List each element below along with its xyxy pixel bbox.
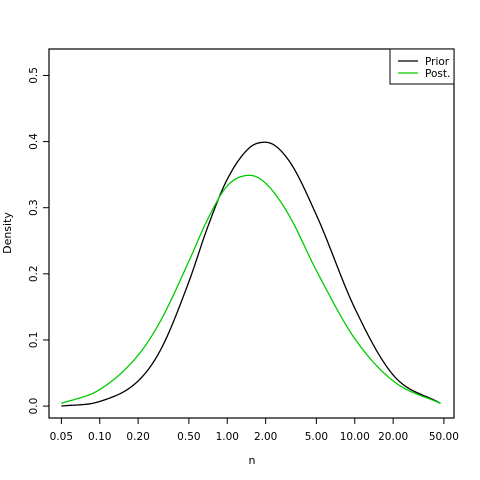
x-tick-label: 0.05 xyxy=(50,431,73,443)
y-tick-label: 0.3 xyxy=(28,199,40,216)
series-line-2 xyxy=(61,174,441,405)
x-axis: 0.05 0.10 0.20 0.50 1.00 2.00 5.00 10.00 20.00 50… xyxy=(50,418,459,443)
x-tick-label: 20.00 xyxy=(378,431,408,443)
x-tick-label: 0.10 xyxy=(88,431,111,443)
legend-box xyxy=(389,48,455,85)
x-tick-label: 10.00 xyxy=(340,431,370,443)
x-axis-label: n xyxy=(249,454,256,467)
x-tick-label: 50.00 xyxy=(429,431,459,443)
legend-label: Post. xyxy=(425,68,450,80)
y-tick-label: 0.4 xyxy=(28,133,40,150)
plot-frame xyxy=(48,48,455,419)
x-tick-label: 0.50 xyxy=(177,431,200,443)
y-tick-label: 0.0 xyxy=(28,398,40,415)
x-tick-label: 1.00 xyxy=(216,431,239,443)
y-axis: 0.0 0.1 0.2 0.3 0.4 0.5 xyxy=(28,67,49,414)
y-tick-label: 0.1 xyxy=(28,332,40,349)
y-axis-label: Density xyxy=(1,212,14,254)
y-tick-label: 0.2 xyxy=(28,265,40,282)
x-tick-label: 2.00 xyxy=(254,431,277,443)
x-tick-label: 5.00 xyxy=(305,431,328,443)
series-line-1 xyxy=(61,141,441,407)
series-lines xyxy=(61,141,441,407)
legend-label: Prior xyxy=(425,56,450,68)
x-tick-label: 0.20 xyxy=(126,431,149,443)
y-tick-label: 0.5 xyxy=(28,67,40,84)
